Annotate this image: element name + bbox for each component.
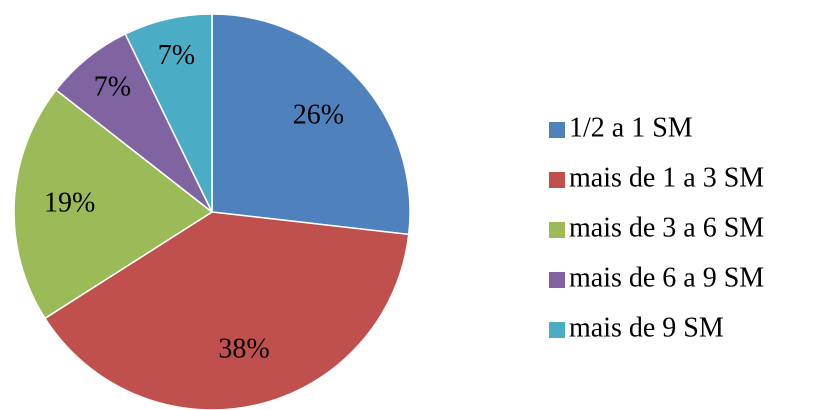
data-label: 7% (94, 71, 131, 102)
pie-slice (124, 13, 213, 213)
pie-slice (211, 13, 411, 236)
data-label: 7% (158, 40, 195, 71)
legend-label: mais de 9 SM (569, 312, 724, 343)
data-label: 38% (218, 333, 269, 364)
legend-label: mais de 1 a 3 SM (569, 162, 764, 193)
legend-swatch (549, 272, 565, 288)
legend-label: 1/2 a 1 SM (569, 112, 693, 143)
data-label: 26% (293, 99, 344, 130)
legend-swatch (549, 172, 565, 188)
data-label: 19% (44, 187, 95, 218)
legend-label: mais de 6 a 9 SM (569, 262, 764, 293)
legend-swatch (549, 122, 565, 138)
legend-label: mais de 3 a 6 SM (569, 212, 764, 243)
pie-slice (13, 88, 214, 320)
pie-slice (43, 211, 410, 410)
legend-swatch (549, 222, 565, 238)
legend-swatch (549, 322, 565, 338)
